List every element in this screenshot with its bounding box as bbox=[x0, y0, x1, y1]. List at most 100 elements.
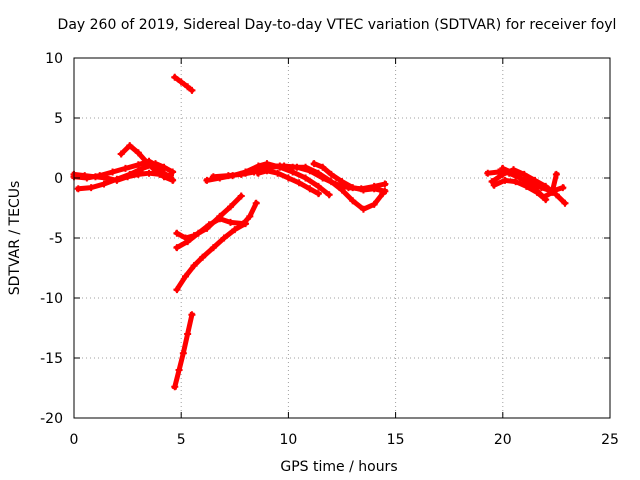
data-point bbox=[216, 212, 224, 220]
plot-marks bbox=[70, 73, 569, 391]
data-point bbox=[484, 169, 492, 177]
data-point bbox=[231, 226, 239, 234]
data-point bbox=[175, 366, 183, 374]
data-point bbox=[284, 174, 292, 182]
data-point bbox=[190, 262, 198, 270]
data-point bbox=[338, 178, 346, 186]
data-point bbox=[370, 185, 378, 193]
data-point bbox=[314, 190, 322, 198]
data-point bbox=[199, 253, 207, 261]
data-point bbox=[154, 162, 162, 170]
data-point bbox=[74, 185, 82, 193]
data-point bbox=[280, 162, 288, 170]
data-point bbox=[274, 169, 282, 177]
data-point bbox=[381, 187, 389, 195]
data-point bbox=[209, 173, 217, 181]
data-point bbox=[548, 188, 556, 196]
data-point bbox=[169, 176, 177, 184]
data-point bbox=[126, 142, 134, 150]
data-point bbox=[302, 174, 310, 182]
data-point bbox=[520, 176, 528, 184]
data-point bbox=[121, 164, 129, 172]
series-track-13 bbox=[310, 160, 389, 195]
data-point bbox=[370, 200, 378, 208]
x-axis-label: GPS time / hours bbox=[280, 459, 397, 475]
data-point bbox=[190, 232, 198, 240]
data-point bbox=[203, 224, 211, 232]
data-point bbox=[184, 330, 192, 338]
series-track-2 bbox=[74, 160, 177, 193]
series-track-9 bbox=[173, 192, 245, 242]
y-tick-label: -20 bbox=[40, 411, 63, 427]
y-tick-label: 0 bbox=[54, 171, 63, 187]
x-tick-label: 10 bbox=[279, 432, 297, 448]
data-point bbox=[160, 173, 168, 181]
data-point bbox=[267, 162, 275, 170]
data-point bbox=[145, 169, 153, 177]
chart-title: Day 260 of 2019, Sidereal Day-to-day VTE… bbox=[58, 17, 617, 33]
data-point bbox=[254, 169, 262, 177]
data-point bbox=[263, 167, 271, 175]
data-point bbox=[314, 182, 322, 190]
data-point bbox=[227, 203, 235, 211]
data-point bbox=[184, 83, 192, 91]
y-tick-label: 10 bbox=[45, 51, 63, 67]
series-track-4 bbox=[117, 142, 177, 184]
data-point bbox=[561, 199, 569, 207]
data-point bbox=[332, 180, 340, 188]
data-point bbox=[359, 205, 367, 213]
data-point bbox=[188, 311, 196, 319]
data-point bbox=[169, 168, 177, 176]
data-point bbox=[542, 182, 550, 190]
data-point bbox=[220, 234, 228, 242]
x-tick-label: 20 bbox=[494, 432, 512, 448]
data-point bbox=[209, 244, 217, 252]
data-point bbox=[501, 176, 509, 184]
data-point bbox=[293, 163, 301, 171]
data-point bbox=[531, 185, 539, 193]
data-point bbox=[510, 169, 518, 177]
data-point bbox=[171, 383, 179, 391]
data-point bbox=[520, 170, 528, 178]
data-point bbox=[96, 172, 104, 180]
data-point bbox=[327, 170, 335, 178]
series-track-18 bbox=[499, 164, 560, 201]
data-point bbox=[173, 244, 181, 252]
data-point bbox=[306, 185, 314, 193]
series-track-7 bbox=[173, 220, 250, 294]
series-line bbox=[71, 158, 174, 182]
data-point bbox=[512, 178, 520, 186]
data-point bbox=[100, 180, 108, 188]
x-tick-label: 0 bbox=[70, 432, 79, 448]
data-point bbox=[109, 168, 117, 176]
data-point bbox=[224, 172, 232, 180]
series-line bbox=[171, 73, 196, 94]
y-tick-label: 5 bbox=[54, 111, 63, 127]
y-axis-label: SDTVAR / TECUs bbox=[7, 181, 23, 296]
x-tick-label: 15 bbox=[387, 432, 405, 448]
data-point bbox=[181, 234, 189, 242]
data-point bbox=[173, 286, 181, 294]
data-point bbox=[117, 150, 125, 158]
data-point bbox=[295, 179, 303, 187]
data-point bbox=[134, 161, 142, 169]
data-point bbox=[203, 176, 211, 184]
x-tick-label: 25 bbox=[601, 432, 619, 448]
data-point bbox=[143, 158, 151, 166]
data-point bbox=[134, 149, 142, 157]
data-point bbox=[179, 349, 187, 357]
data-point bbox=[325, 191, 333, 199]
y-tick-label: -10 bbox=[40, 291, 63, 307]
data-point bbox=[349, 184, 357, 192]
data-point bbox=[113, 175, 121, 183]
data-point bbox=[83, 174, 91, 182]
data-point bbox=[151, 167, 159, 175]
data-point bbox=[177, 78, 185, 86]
data-point bbox=[246, 212, 254, 220]
data-point bbox=[306, 167, 314, 175]
x-tick-label: 5 bbox=[177, 432, 186, 448]
data-point bbox=[319, 174, 327, 182]
data-point bbox=[499, 164, 507, 172]
data-point bbox=[171, 73, 179, 81]
